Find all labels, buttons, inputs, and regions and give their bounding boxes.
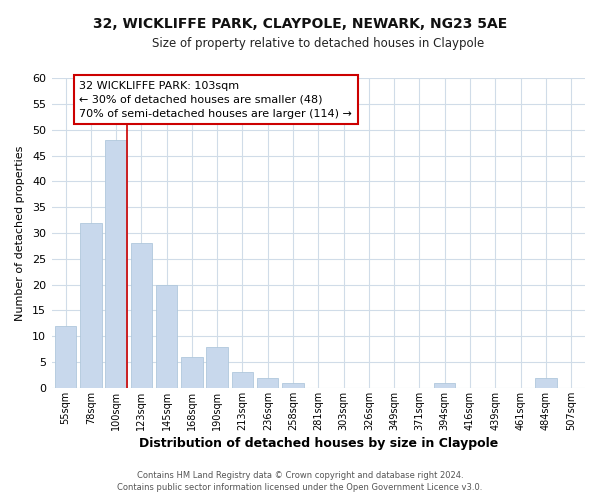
Bar	[156, 284, 178, 388]
Bar	[434, 382, 455, 388]
Bar	[181, 357, 203, 388]
Y-axis label: Number of detached properties: Number of detached properties	[15, 146, 25, 320]
Bar	[131, 244, 152, 388]
Title: Size of property relative to detached houses in Claypole: Size of property relative to detached ho…	[152, 38, 484, 51]
Text: Contains HM Land Registry data © Crown copyright and database right 2024.
Contai: Contains HM Land Registry data © Crown c…	[118, 471, 482, 492]
Bar	[232, 372, 253, 388]
Bar	[282, 382, 304, 388]
Bar	[206, 346, 228, 388]
X-axis label: Distribution of detached houses by size in Claypole: Distribution of detached houses by size …	[139, 437, 498, 450]
Text: 32, WICKLIFFE PARK, CLAYPOLE, NEWARK, NG23 5AE: 32, WICKLIFFE PARK, CLAYPOLE, NEWARK, NG…	[93, 18, 507, 32]
Bar	[257, 378, 278, 388]
Text: 32 WICKLIFFE PARK: 103sqm
← 30% of detached houses are smaller (48)
70% of semi-: 32 WICKLIFFE PARK: 103sqm ← 30% of detac…	[79, 80, 352, 118]
Bar	[55, 326, 76, 388]
Bar	[535, 378, 557, 388]
Bar	[80, 222, 101, 388]
Bar	[106, 140, 127, 388]
